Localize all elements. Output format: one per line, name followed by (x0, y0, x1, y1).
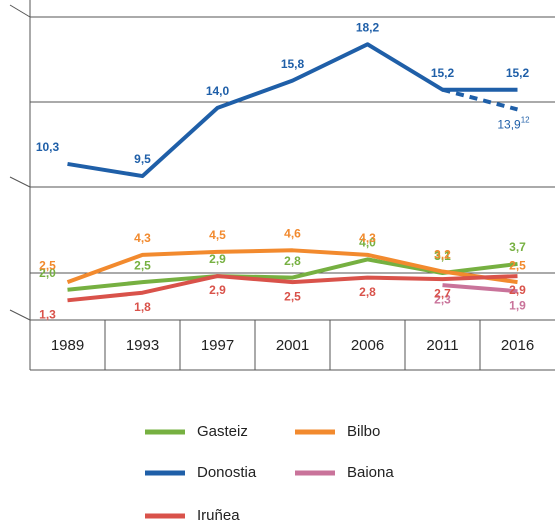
x-tick-label: 1989 (51, 337, 84, 354)
x-tick-label: 2001 (276, 337, 309, 354)
x-tick-label: 2006 (351, 337, 384, 354)
legend-label: Baiona (347, 464, 394, 481)
data-label: 10,3 (36, 140, 60, 154)
legend-label: Iruñea (197, 507, 240, 524)
data-label: 3,1 (434, 249, 451, 263)
data-label: 4,3 (134, 231, 151, 245)
data-label: 4,0 (359, 236, 376, 250)
data-label: 2,9 (509, 283, 526, 297)
data-label: 2,5 (39, 258, 56, 272)
data-label: 1,8 (134, 300, 151, 314)
break-mark (9, 4, 31, 18)
data-label: 2,9 (209, 252, 226, 266)
data-label: 4,5 (209, 228, 226, 242)
data-label: 9,5 (134, 152, 151, 166)
data-label: 3,2 (434, 248, 451, 262)
x-tick-label: 2016 (501, 337, 534, 354)
x-tick-label: 1993 (126, 337, 159, 354)
legend-label: Gasteiz (197, 423, 248, 440)
data-label: 2,9 (209, 283, 226, 297)
data-label: 2,8 (284, 254, 301, 268)
legend-label: Bilbo (347, 423, 380, 440)
series-line (66, 248, 518, 285)
data-label: 1,9 (509, 298, 526, 312)
series-line (442, 283, 518, 294)
break-mark (9, 309, 31, 321)
data-label: 4,6 (284, 226, 301, 240)
data-label: 2,5 (134, 258, 151, 272)
frame (9, 0, 555, 371)
data-label: 1,3 (39, 307, 56, 321)
data-label: 15,2 (506, 66, 530, 80)
break-mark (9, 176, 31, 188)
projection-value-label: 13,9 (497, 118, 521, 132)
data-label: 2,8 (359, 285, 376, 299)
projection-label: 13,912 (497, 116, 530, 132)
x-tick-label: 2011 (426, 337, 458, 354)
data-label: 2,7 (434, 286, 451, 300)
series-line (67, 274, 518, 303)
data-label: 2,5 (509, 258, 526, 272)
legend-label: Donostia (197, 464, 257, 481)
data-label: 2,0 (39, 266, 56, 280)
data-label: 4,3 (359, 231, 376, 245)
data-label: 18,2 (356, 20, 380, 34)
data-label: 14,0 (206, 84, 230, 98)
data-label: 3,7 (509, 240, 526, 254)
data-label: 2,5 (284, 289, 301, 303)
projection-line (441, 87, 519, 112)
x-tick-label: 1997 (201, 337, 234, 354)
projection-note: 12 (521, 116, 530, 125)
data-label: 15,2 (431, 66, 455, 80)
data-label: 2,3 (434, 292, 451, 306)
data-label: 15,8 (281, 57, 305, 71)
